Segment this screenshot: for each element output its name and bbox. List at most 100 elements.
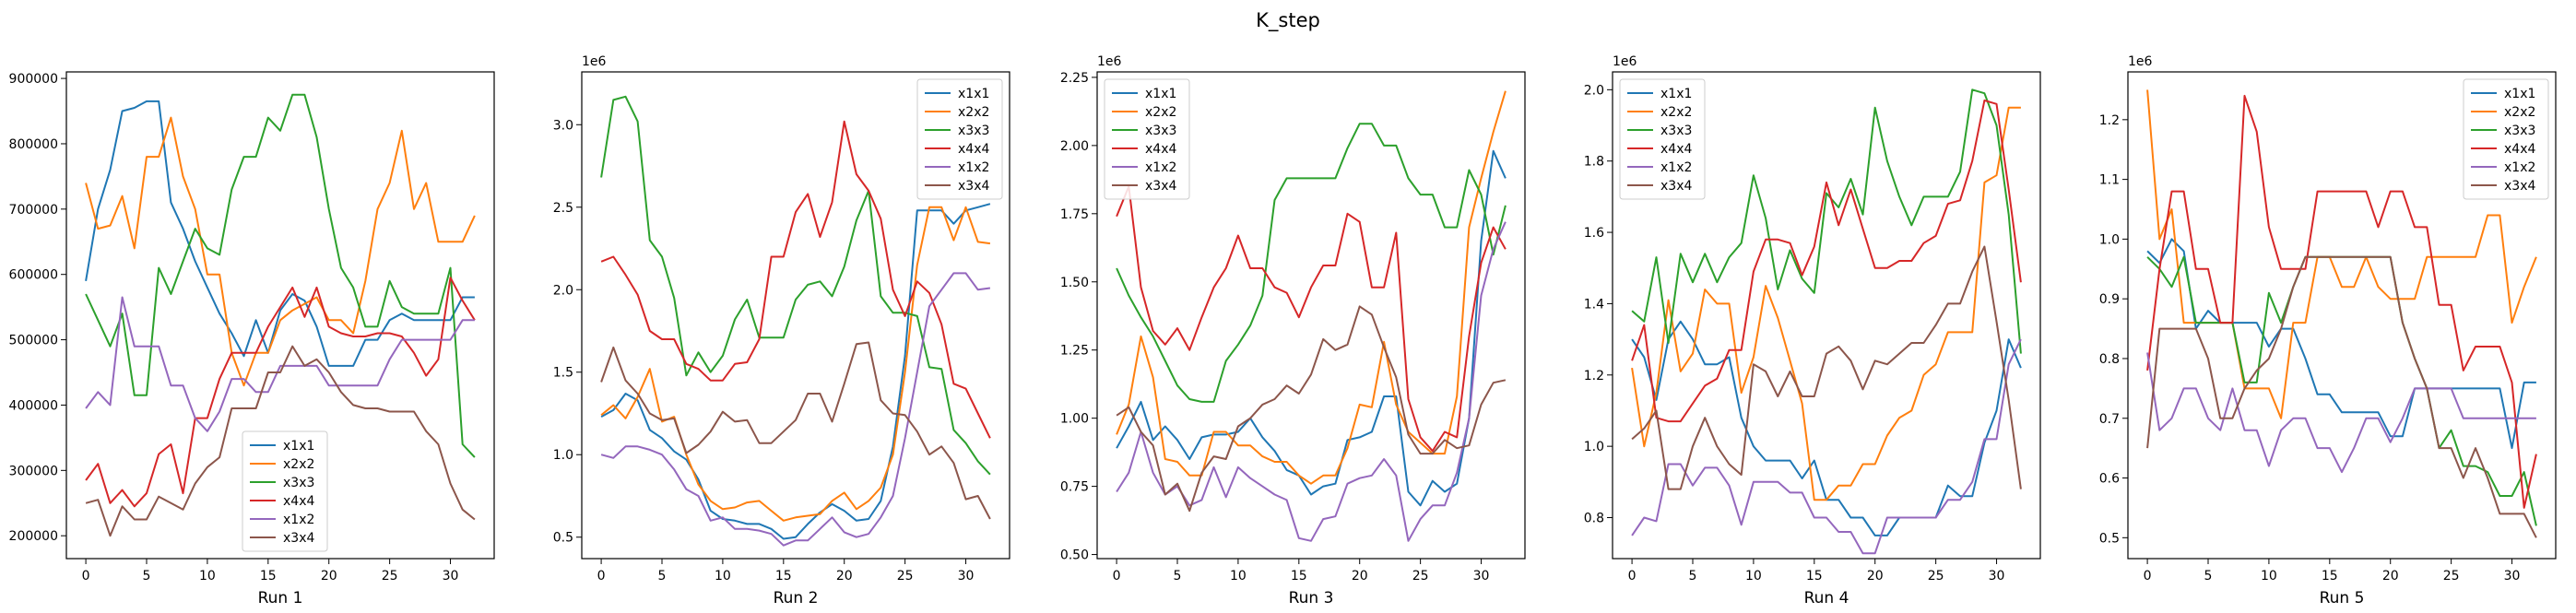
legend-label-x1x1: x1x1 bbox=[958, 87, 989, 101]
y-tick-label: 0.8 bbox=[2099, 352, 2120, 367]
legend-label-x2x2: x2x2 bbox=[1660, 105, 1692, 120]
figure-suptitle: K_step bbox=[1256, 9, 1320, 32]
legend-label-x4x4: x4x4 bbox=[1660, 142, 1692, 157]
x-tick-label: 5 bbox=[1174, 569, 1182, 584]
series-line-x3x3 bbox=[1116, 123, 1507, 403]
axes-frame bbox=[1612, 71, 2041, 560]
series-line-x4x4 bbox=[2146, 94, 2537, 509]
series-line-x1x1 bbox=[1116, 149, 1507, 507]
x-tick-label: 25 bbox=[2443, 569, 2460, 584]
y-tick-label: 3.0 bbox=[553, 118, 573, 133]
x-tick-label: 25 bbox=[382, 569, 398, 584]
y-offset-label: 1e6 bbox=[2128, 54, 2153, 69]
x-tick-label: 20 bbox=[836, 569, 853, 584]
y-tick-label: 200000 bbox=[9, 529, 58, 544]
legend-label-x1x1: x1x1 bbox=[1660, 87, 1692, 101]
x-tick-label: 15 bbox=[775, 569, 792, 584]
axes-frame bbox=[2127, 71, 2557, 560]
y-tick-label: 0.7 bbox=[2099, 412, 2120, 427]
y-tick-label: 2.0 bbox=[553, 283, 573, 298]
x-axis-label: Run 3 bbox=[1289, 589, 1334, 607]
x-tick-label: 30 bbox=[2504, 569, 2521, 584]
x-tick-label: 5 bbox=[1689, 569, 1697, 584]
legend-label-x4x4: x4x4 bbox=[1145, 142, 1176, 157]
legend-label-x1x2: x1x2 bbox=[1145, 160, 1176, 175]
x-tick-label: 10 bbox=[1230, 569, 1247, 584]
legend-box bbox=[1104, 78, 1190, 200]
legend-label-x3x4: x3x4 bbox=[958, 179, 989, 194]
x-tick-label: 5 bbox=[143, 569, 151, 584]
legend-label-x2x2: x2x2 bbox=[958, 105, 989, 120]
y-tick-label: 400000 bbox=[9, 398, 58, 413]
axes-frame bbox=[65, 71, 495, 560]
series-line-x3x3 bbox=[1631, 88, 2022, 354]
y-tick-label: 1.0 bbox=[553, 448, 573, 463]
y-tick-label: 2.00 bbox=[1060, 139, 1089, 154]
y-offset-label: 1e6 bbox=[582, 54, 607, 69]
x-axis-label: Run 4 bbox=[1804, 589, 1849, 607]
legend-label-x1x2: x1x2 bbox=[1660, 160, 1692, 175]
series-line-x4x4 bbox=[1116, 185, 1507, 453]
chart-panel-3: 0 5 10 15 20 25 30 0.50 0.75 1.00 1.25 1.50 1.75 2.00… bbox=[1060, 54, 1526, 607]
series-line-x3x4 bbox=[1116, 305, 1507, 513]
legend-label-x2x2: x2x2 bbox=[283, 457, 314, 472]
x-axis-label: Run 2 bbox=[774, 589, 819, 607]
legend-box bbox=[916, 78, 1003, 200]
y-tick-label: 2.25 bbox=[1060, 71, 1089, 86]
x-axis-label: Run 1 bbox=[258, 589, 303, 607]
axes-frame bbox=[1096, 71, 1526, 560]
legend-label-x3x3: x3x3 bbox=[958, 124, 989, 138]
x-tick-label: 5 bbox=[658, 569, 667, 584]
y-tick-label: 500000 bbox=[9, 334, 58, 348]
legend-label-x2x2: x2x2 bbox=[1145, 105, 1176, 120]
y-tick-label: 1.6 bbox=[1584, 226, 1604, 241]
series-line-x1x2 bbox=[1631, 338, 2022, 555]
series-line-x2x2 bbox=[85, 116, 476, 387]
legend: x1x1 x2x2 x3x3 x4x4 x1x2 x3x4 bbox=[242, 430, 328, 552]
y-tick-label: 0.50 bbox=[1060, 548, 1089, 563]
legend-label-x3x3: x3x3 bbox=[1660, 124, 1692, 138]
series-line-x2x2 bbox=[1116, 90, 1507, 485]
legend-label-x1x2: x1x2 bbox=[2504, 160, 2535, 175]
x-tick-label: 15 bbox=[1291, 569, 1307, 584]
series-line-x1x2 bbox=[600, 272, 991, 547]
legend: x1x1 x2x2 x3x3 x4x4 x1x2 x3x4 bbox=[916, 78, 1003, 200]
series-line-x1x2 bbox=[85, 296, 475, 432]
y-tick-label: 800000 bbox=[9, 137, 58, 152]
x-tick-label: 15 bbox=[1806, 569, 1823, 584]
y-tick-label: 1.00 bbox=[1060, 412, 1089, 427]
axes-frame bbox=[581, 71, 1010, 560]
series-line-x3x4 bbox=[600, 341, 991, 520]
chart-panel-1: 0 5 10 15 20 25 30 200000 300000 400000 500000 6000… bbox=[9, 71, 495, 607]
series-line-x3x3 bbox=[85, 93, 476, 458]
x-tick-label: 0 bbox=[597, 569, 606, 584]
legend-label-x1x1: x1x1 bbox=[283, 439, 314, 454]
y-tick-label: 1.1 bbox=[2099, 173, 2120, 188]
y-offset-label: 1e6 bbox=[1613, 54, 1637, 69]
y-tick-label: 0.5 bbox=[553, 531, 573, 546]
y-tick-label: 0.6 bbox=[2099, 472, 2120, 487]
series-line-x1x1 bbox=[2146, 238, 2536, 450]
y-tick-label: 1.4 bbox=[1584, 297, 1604, 312]
chart-panel-4: 0 5 10 15 20 25 30 0.8 1.0 1.2 1.4 1.6 1.8 2.0 1e6 Run … bbox=[1584, 54, 2041, 607]
x-tick-label: 0 bbox=[1113, 569, 1121, 584]
series-line-x3x3 bbox=[600, 95, 991, 476]
x-tick-label: 20 bbox=[2382, 569, 2399, 584]
series-line-x3x3 bbox=[2146, 255, 2537, 526]
x-tick-label: 25 bbox=[1412, 569, 1429, 584]
legend-label-x3x4: x3x4 bbox=[283, 531, 314, 546]
series-line-x1x1 bbox=[85, 100, 475, 367]
legend-label-x2x2: x2x2 bbox=[2504, 105, 2535, 120]
legend-label-x1x1: x1x1 bbox=[2504, 87, 2535, 101]
y-tick-label: 1.25 bbox=[1060, 344, 1089, 359]
x-tick-label: 30 bbox=[1989, 569, 2005, 584]
y-offset-label: 1e6 bbox=[1097, 54, 1122, 69]
chart-panel-2: 0 5 10 15 20 25 30 0.5 1.0 1.5 2.0 2.5 3.0 1e6 Run 2 x1… bbox=[553, 54, 1010, 607]
y-tick-label: 0.9 bbox=[2099, 292, 2120, 307]
legend-label-x3x3: x3x3 bbox=[1145, 124, 1176, 138]
legend-label-x1x2: x1x2 bbox=[283, 513, 314, 527]
y-tick-label: 1.75 bbox=[1060, 207, 1089, 222]
y-tick-label: 900000 bbox=[9, 72, 58, 87]
legend-box bbox=[1619, 78, 1706, 200]
